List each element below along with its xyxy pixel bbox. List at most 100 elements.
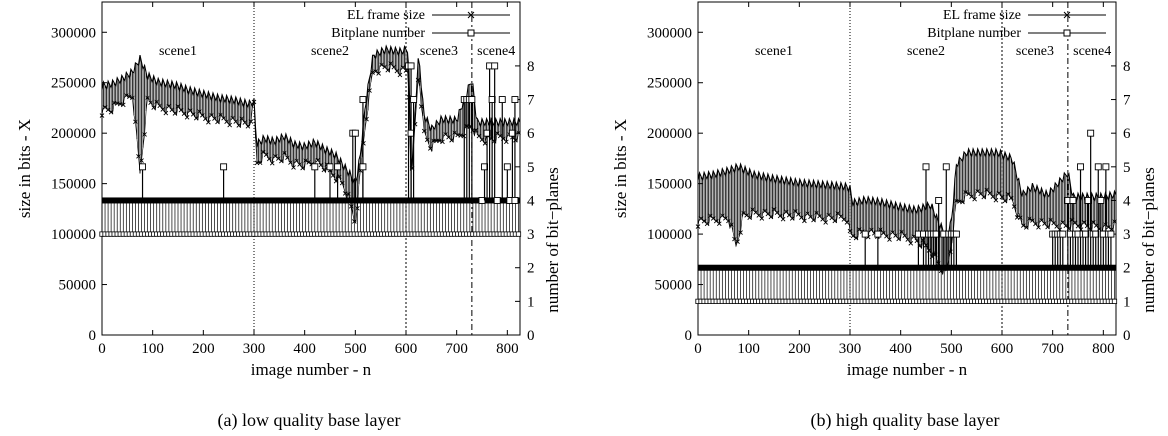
legend-swatch-marker xyxy=(1063,11,1071,19)
y2-tick-label: 3 xyxy=(1123,227,1131,243)
el-frame-marker xyxy=(99,113,105,118)
bitplane-spike-marker xyxy=(407,62,415,70)
bitplane-spike-marker xyxy=(493,197,501,204)
x-axis-label: image number - n xyxy=(251,360,372,379)
y-tick-label: 100000 xyxy=(51,227,96,243)
bitplane-spike-marker xyxy=(498,96,506,103)
y-tick-label: 50000 xyxy=(655,278,693,294)
bitplane-spike-marker xyxy=(359,163,367,171)
y2-tick-label: 5 xyxy=(527,160,535,176)
legend-entry-bitplane-number: Bitplane number xyxy=(331,26,425,41)
y2-tick-label: 0 xyxy=(1123,328,1131,344)
x-tick-label: 500 xyxy=(940,341,963,357)
y-axis-label: size in bits - X xyxy=(15,119,34,218)
y-axis-label-group: size in bits - X xyxy=(15,119,34,218)
x-tick-label: 0 xyxy=(98,341,106,357)
y-tick-label: 250000 xyxy=(647,76,692,92)
scene-label: scene1 xyxy=(159,44,197,59)
bitplane-spike-marker xyxy=(935,197,943,204)
bitplane-spike-marker xyxy=(1087,129,1095,137)
chart-panel-b: 0 100 200 300 400 500 600 700 800050000100000150… xyxy=(611,1,1158,431)
bitplane-spike-marker xyxy=(1077,163,1084,171)
x-tick-label: 300 xyxy=(243,341,266,357)
x-tick-label: 300 xyxy=(839,341,862,357)
x-tick-label: 100 xyxy=(737,341,760,357)
y-tick-label: 100000 xyxy=(647,227,692,243)
y-axis-label: size in bits - X xyxy=(611,119,630,218)
scene-label: scene4 xyxy=(477,44,515,59)
bitplane-spike-marker xyxy=(1107,230,1115,238)
x-tick-label: 600 xyxy=(991,341,1014,357)
legend-entry-el-frame-size: EL frame size xyxy=(347,8,425,23)
chart-panel-a: 0 100 200 300 400 500 600 700 800050000100000150… xyxy=(15,1,562,431)
bitplane-spike-marker xyxy=(359,96,367,103)
bitplane-spike-marker xyxy=(511,96,519,103)
legend-entry-el-frame-size: EL frame size xyxy=(943,8,1021,23)
legend-swatch-marker xyxy=(467,11,475,19)
bitplane-spike-marker xyxy=(503,163,511,171)
plot-frame xyxy=(697,1,1117,336)
y2-tick-label: 2 xyxy=(1123,261,1131,277)
legend: EL frame size Bitplane number xyxy=(927,8,1106,41)
scene-label: scene3 xyxy=(1016,44,1054,59)
legend-swatch-marker xyxy=(1063,29,1071,37)
y2-tick-label: 8 xyxy=(1123,59,1131,75)
bitplane-spike-marker xyxy=(1102,163,1110,171)
bitplane-spike-marker xyxy=(1059,230,1067,238)
x-tick-label: 400 xyxy=(293,341,316,357)
series-bitplane-number xyxy=(99,62,522,237)
y2-axis-label-group: number of bit−planes xyxy=(1139,167,1158,313)
y2-tick-label: 6 xyxy=(527,126,535,142)
bitplane-spike-marker xyxy=(1069,197,1077,204)
el-frame-upper-line xyxy=(101,44,521,186)
bitplane-spike-marker xyxy=(326,163,334,171)
y-tick-label: 250000 xyxy=(51,76,96,92)
y2-tick-label: 8 xyxy=(527,59,535,75)
y2-tick-label: 1 xyxy=(1123,294,1131,310)
bitplane-spike-marker xyxy=(468,96,476,103)
y2-tick-label: 5 xyxy=(1123,160,1131,176)
y2-tick-label: 7 xyxy=(1123,93,1131,109)
figure-caption: (b) high quality base layer xyxy=(811,410,1000,431)
scene-label: scene2 xyxy=(311,44,349,59)
x-tick-label: 200 xyxy=(192,341,215,357)
legend-swatch-marker xyxy=(467,29,475,37)
bitplane-spike-marker xyxy=(942,163,950,171)
x-tick-label: 600 xyxy=(395,341,418,357)
scene-label: scene3 xyxy=(420,44,458,59)
series-el-frame-size xyxy=(695,146,1117,276)
series-el-frame-size xyxy=(99,44,521,224)
x-tick-label: 700 xyxy=(1041,341,1064,357)
y-tick-label: 0 xyxy=(89,328,97,344)
y-tick-label: 300000 xyxy=(647,25,692,41)
y-tick-label: 200000 xyxy=(647,126,692,142)
y-tick-label: 50000 xyxy=(59,278,97,294)
el-frame-upper-line xyxy=(697,146,1117,238)
y-tick-label: 150000 xyxy=(51,177,96,193)
bitplane-thick-band xyxy=(102,197,520,204)
legend-entry-bitplane-number: Bitplane number xyxy=(927,26,1021,41)
y2-tick-label: 0 xyxy=(527,328,535,344)
figure-caption: (a) low quality base layer xyxy=(218,410,401,431)
y2-tick-label: 6 xyxy=(1123,126,1131,142)
y2-tick-label: 2 xyxy=(527,261,535,277)
x-tick-label: 800 xyxy=(1092,341,1115,357)
y2-tick-label: 7 xyxy=(527,93,535,109)
series-bitplane-number xyxy=(695,129,1118,304)
bitplane-spike-marker xyxy=(952,230,960,238)
y2-axis-label-group: number of bit−planes xyxy=(543,167,562,313)
x-tick-label: 700 xyxy=(445,341,468,357)
x-tick-label: 400 xyxy=(889,341,912,357)
x-tick-label: 500 xyxy=(344,341,367,357)
bitplane-spike-marker xyxy=(922,163,930,171)
bitplane-spike-marker xyxy=(311,163,319,171)
scene-label: scene1 xyxy=(755,44,793,59)
x-tick-label: 200 xyxy=(788,341,811,357)
legend: EL frame size Bitplane number xyxy=(331,8,510,41)
el-frame-lower-line xyxy=(697,189,1117,276)
y2-tick-label: 4 xyxy=(1123,193,1131,209)
bitplane-spike-marker xyxy=(1094,163,1102,171)
y-tick-label: 300000 xyxy=(51,25,96,41)
x-axis-label: image number - n xyxy=(847,360,968,379)
